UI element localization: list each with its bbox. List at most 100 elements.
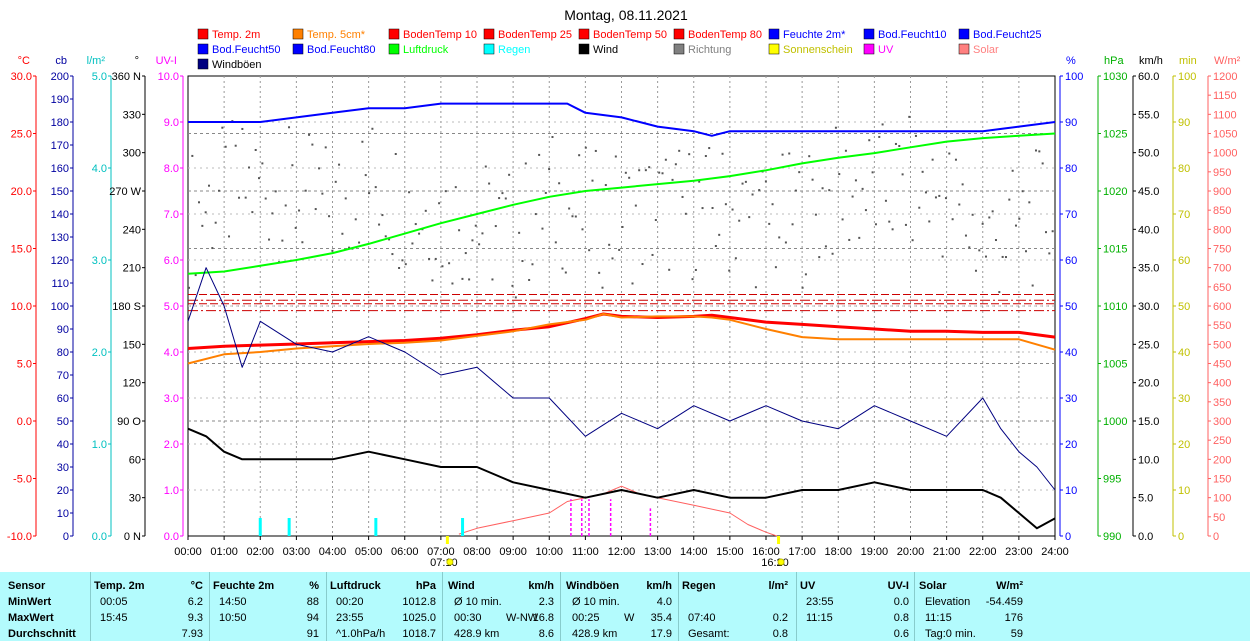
summary-divider: [442, 572, 443, 641]
direction-dot: [918, 206, 921, 209]
direction-dot: [931, 158, 934, 161]
direction-dot: [808, 155, 811, 158]
axis-tick-label: 120: [123, 378, 141, 390]
summary-value: 8.6: [538, 628, 554, 640]
direction-dot: [911, 239, 914, 242]
direction-dot: [794, 189, 797, 192]
direction-dot: [754, 286, 757, 289]
summary-unit: W/m²: [996, 580, 1023, 592]
direction-dot: [191, 154, 194, 157]
axis-tick-label: 650: [1213, 282, 1231, 294]
legend-swatch: [958, 43, 970, 55]
axis-tick-label: 25.0: [11, 129, 32, 141]
direction-dot: [921, 170, 924, 173]
direction-dot: [768, 222, 771, 225]
direction-dot: [251, 211, 254, 214]
direction-dot: [758, 189, 761, 192]
direction-dot: [994, 239, 997, 242]
direction-dot: [901, 173, 904, 176]
direction-dot: [348, 246, 351, 249]
summary-value: 59: [1010, 628, 1023, 640]
summary-time: 428.9 km: [454, 628, 500, 640]
axis-tick-label: 300: [123, 148, 141, 160]
axis-unit: km/h: [1139, 55, 1163, 67]
direction-dot: [954, 158, 957, 161]
summary-header: UV: [800, 580, 816, 592]
x-tick-label: 18:00: [824, 546, 852, 558]
x-tick-label: 16:00: [752, 546, 780, 558]
direction-dot: [341, 232, 344, 235]
summary-unit: %: [309, 580, 319, 592]
axis-tick-label: 90: [1178, 117, 1190, 129]
legend-label: Wind: [593, 44, 618, 56]
axis-tick-label: 130: [51, 232, 69, 244]
summary-header: Feuchte 2m: [213, 580, 275, 592]
direction-dot: [544, 191, 547, 194]
direction-dot: [454, 186, 457, 189]
legend-swatch: [578, 43, 590, 55]
direction-dot: [748, 216, 751, 219]
axis-tick-label: 7.0: [164, 209, 179, 221]
direction-dot: [851, 195, 854, 198]
direction-dot: [721, 152, 724, 155]
axis-tick-label: 0.0: [92, 531, 107, 543]
direction-dot: [698, 180, 701, 183]
direction-dot: [328, 215, 331, 218]
axis-tick-label: 950: [1213, 167, 1231, 179]
legend-label: Regen: [498, 44, 530, 56]
axis-tick-label: 350: [1213, 397, 1231, 409]
direction-dot: [274, 190, 277, 193]
axis-tick-label: 150: [51, 186, 69, 198]
summary-divider: [209, 572, 210, 641]
legend-swatch: [292, 43, 304, 55]
direction-dot: [694, 268, 697, 271]
legend-label: Bod.Feucht80: [307, 44, 376, 56]
direction-dot: [311, 143, 314, 146]
solar-line: [458, 485, 777, 537]
axis-tick-label: 90 O: [117, 416, 141, 428]
direction-dot: [1028, 201, 1031, 204]
axis-tick-label: 1015: [1103, 244, 1127, 256]
direction-dot: [964, 234, 967, 237]
x-tick-label: 21:00: [933, 546, 961, 558]
direction-dot: [971, 213, 974, 216]
weather-chart: Montag, 08.11.2021 Temp. 2m Temp. 5cm* Bod…: [7, 7, 1241, 569]
summary-direction: W-NW: [506, 612, 539, 624]
direction-dot: [924, 191, 927, 194]
summary-divider: [90, 572, 91, 641]
x-tick-label: 09:00: [499, 546, 527, 558]
direction-dot: [201, 224, 204, 227]
axis-tick-label: 5.0: [92, 71, 107, 83]
direction-dot: [331, 249, 334, 252]
direction-dot: [631, 282, 634, 285]
summary-divider: [678, 572, 679, 641]
axis-tick-label: 30: [57, 462, 69, 474]
direction-dot: [414, 223, 417, 226]
direction-dot: [854, 179, 857, 182]
summary-time: 23:55: [336, 612, 364, 624]
direction-dot: [288, 126, 291, 129]
direction-dot: [208, 184, 211, 187]
direction-dot: [234, 144, 237, 147]
direction-dot: [321, 192, 324, 195]
summary-time: Tag:0 min.: [925, 628, 976, 640]
axis-tick-label: 800: [1213, 224, 1231, 236]
direction-dot: [844, 149, 847, 152]
axis-tick-label: 6.0: [164, 255, 179, 267]
axis-tick-label: 200: [1213, 454, 1231, 466]
direction-dot: [404, 263, 407, 266]
summary-value: 1018.7: [402, 628, 436, 640]
x-axis: 00:00 01:00 02:00 03:00 04:00 05:00 06:00 07:00…: [174, 536, 1069, 569]
direction-dot: [1038, 150, 1041, 153]
direction-dot: [831, 252, 834, 255]
axis-tick-label: 100: [1065, 71, 1083, 83]
axis-tick-label: 3.0: [164, 393, 179, 405]
axis-tick-label: 80: [1178, 163, 1190, 175]
direction-dot: [1048, 252, 1051, 255]
axis-tick-label: 10: [1065, 485, 1077, 497]
direction-dot: [384, 235, 387, 238]
direction-dot: [271, 212, 274, 215]
direction-dot: [678, 149, 681, 152]
axis-tick-label: 50.0: [1138, 148, 1159, 160]
direction-dot: [298, 209, 301, 212]
